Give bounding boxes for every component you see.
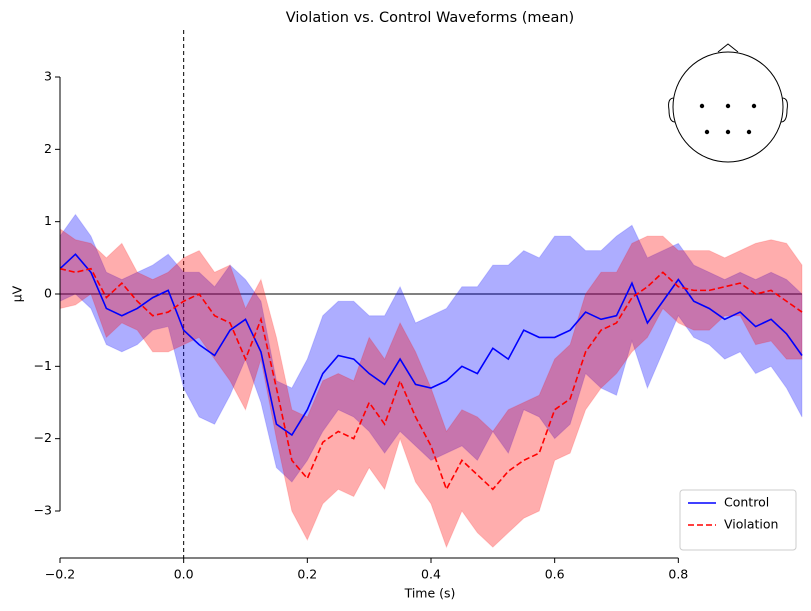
sensor (746, 129, 752, 135)
series-line (59, 267, 803, 492)
chart-title: Violation vs. Control Waveforms (mean) (286, 10, 574, 26)
head-ear (780, 97, 788, 123)
y-tick-label: −3 (34, 502, 52, 517)
y-tick-label: −2 (34, 430, 52, 445)
x-tick-label: 0.8 (668, 567, 688, 582)
legend-box (679, 489, 797, 551)
head-nose (717, 43, 739, 53)
series-line (59, 253, 803, 437)
y-tick-label: 0 (44, 286, 52, 301)
x-tick-label: 0.2 (297, 567, 317, 582)
legend-label: Violation (724, 517, 778, 532)
plot-area (59, 30, 803, 558)
x-axis-label: Time (s) (404, 586, 456, 601)
y-tick-label: 2 (44, 141, 52, 156)
x-tick-label: 0.6 (545, 567, 565, 582)
y-tick-label: −1 (34, 358, 52, 373)
confidence-band (59, 213, 803, 483)
sensor (704, 129, 710, 135)
sensor (725, 129, 731, 135)
sensor-map (668, 43, 788, 163)
head-ear (668, 97, 676, 123)
x-tick-label: 0.0 (174, 567, 194, 582)
legend-label: Control (724, 495, 769, 510)
sensor (751, 103, 757, 109)
x-tick-label: −0.2 (45, 567, 75, 582)
y-axis-label: µV (10, 285, 25, 302)
sensor (725, 103, 731, 109)
sensor (699, 103, 705, 109)
y-tick-label: 3 (44, 69, 52, 84)
legend: Control Violation (679, 489, 797, 551)
y-tick-label: 1 (44, 213, 52, 228)
x-tick-label: 0.4 (421, 567, 441, 582)
